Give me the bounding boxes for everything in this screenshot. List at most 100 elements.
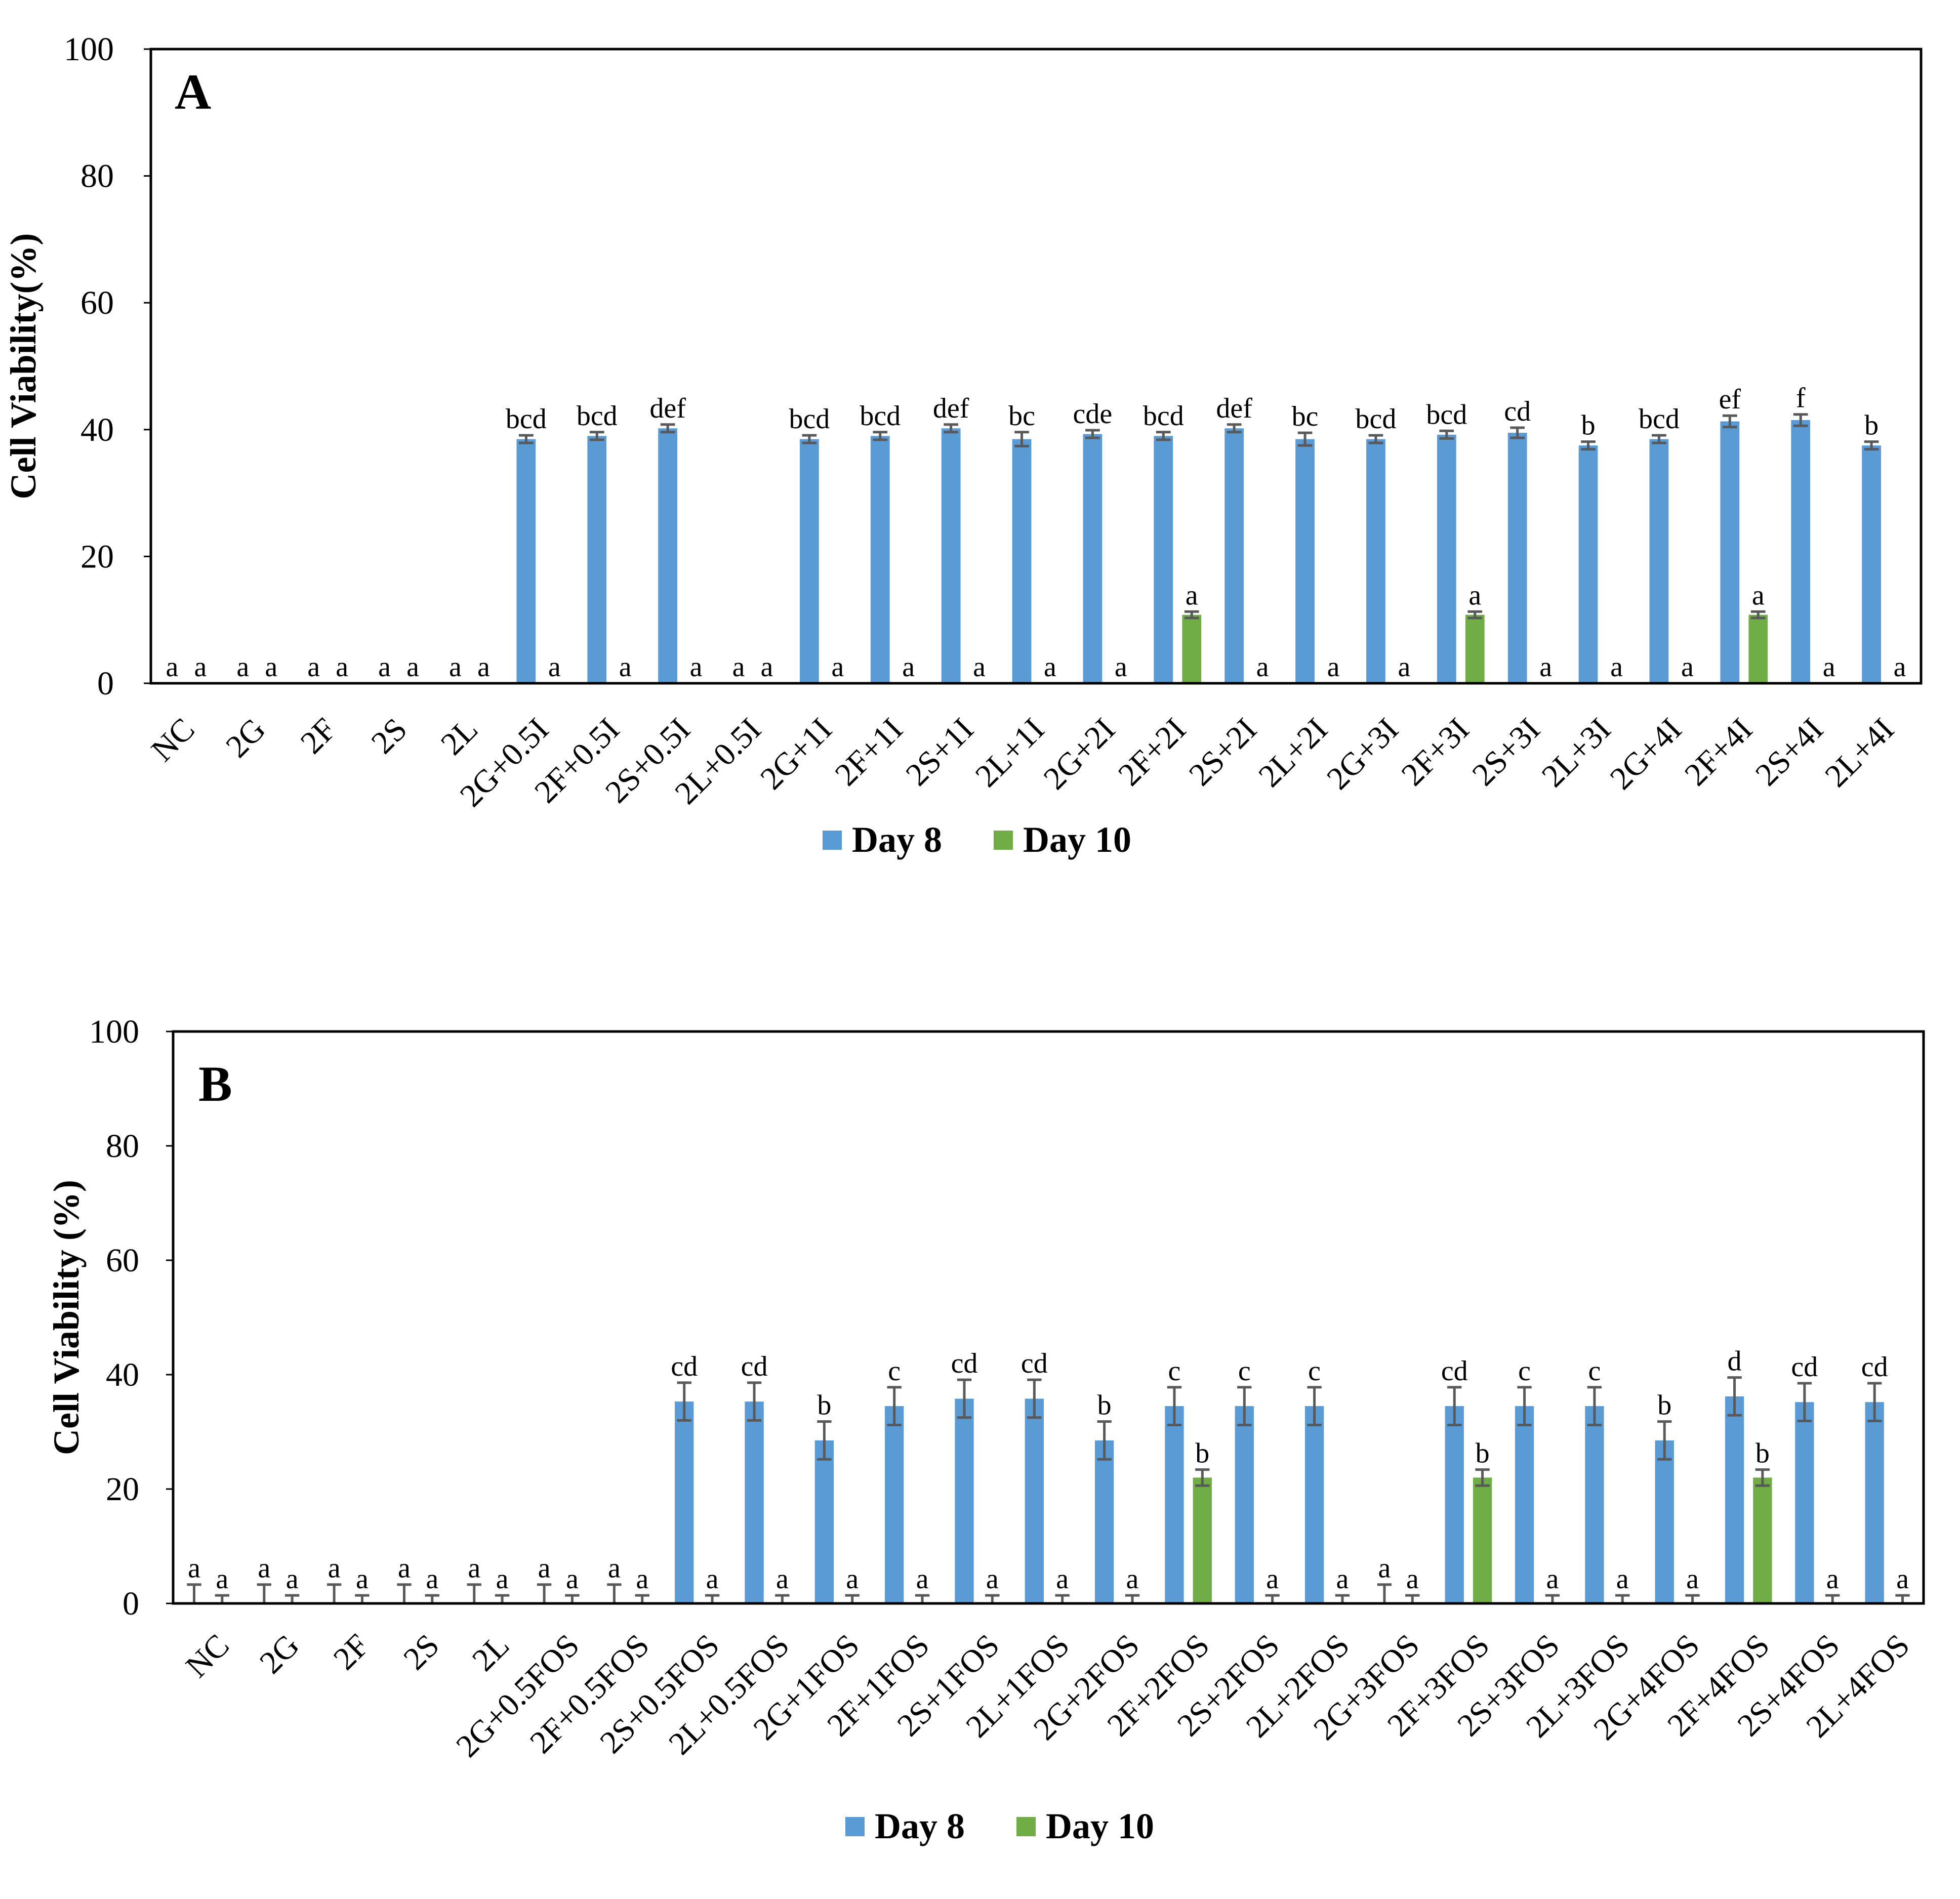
significance-letter: c bbox=[1308, 1355, 1321, 1387]
bar bbox=[1465, 614, 1485, 683]
significance-letter: bcd bbox=[789, 403, 830, 435]
significance-letter: a bbox=[1546, 1563, 1559, 1595]
bar bbox=[1507, 433, 1527, 683]
y-tick-label: 100 bbox=[89, 1013, 139, 1050]
bar bbox=[675, 1401, 694, 1603]
y-tick-label: 100 bbox=[64, 31, 114, 68]
y-tick-label: 60 bbox=[106, 1242, 139, 1279]
bar bbox=[1655, 1440, 1674, 1603]
significance-letter: a bbox=[706, 1563, 719, 1595]
significance-letter: def bbox=[933, 393, 969, 424]
legend-swatch bbox=[845, 1817, 865, 1836]
bar bbox=[1748, 614, 1768, 683]
significance-letter: a bbox=[1681, 651, 1694, 683]
bar bbox=[885, 1406, 904, 1603]
category-label: NC bbox=[179, 1627, 236, 1684]
significance-letter: a bbox=[761, 651, 773, 683]
significance-letter: a bbox=[336, 651, 348, 683]
significance-letter: a bbox=[1826, 1563, 1839, 1595]
legend-label: Day 10 bbox=[1046, 1806, 1154, 1846]
significance-letter: def bbox=[1216, 393, 1252, 424]
bar bbox=[1753, 1477, 1772, 1603]
significance-letter: a bbox=[1044, 651, 1056, 683]
bar bbox=[1725, 1396, 1744, 1603]
significance-letter: cd bbox=[1861, 1351, 1888, 1383]
significance-letter: c bbox=[1518, 1355, 1531, 1387]
bar bbox=[1578, 445, 1598, 683]
bar bbox=[1515, 1406, 1534, 1603]
significance-letter: a bbox=[973, 651, 986, 683]
series-day-10: a a a a a a a a a a a a a aaa a aaa a aaa a bbox=[194, 580, 1906, 683]
bar bbox=[516, 439, 536, 683]
bar bbox=[1235, 1406, 1254, 1603]
bar bbox=[800, 439, 819, 683]
bar bbox=[1094, 1440, 1114, 1603]
bar bbox=[1473, 1477, 1492, 1603]
significance-letter: bcd bbox=[1639, 403, 1680, 435]
y-tick-label: 40 bbox=[106, 1356, 139, 1393]
significance-letter: a bbox=[1616, 1563, 1629, 1595]
significance-letter: cd bbox=[1021, 1348, 1048, 1379]
significance-letter: a bbox=[406, 651, 419, 683]
category-label: 2L+4I bbox=[1818, 711, 1901, 794]
bar bbox=[1182, 614, 1202, 683]
legend-label: Day 10 bbox=[1023, 819, 1131, 860]
significance-letter: cd bbox=[671, 1351, 698, 1382]
significance-letter: bc bbox=[1008, 400, 1035, 432]
bar bbox=[1083, 434, 1102, 683]
y-tick-label: 0 bbox=[97, 665, 114, 702]
significance-letter: a bbox=[307, 651, 320, 683]
bar bbox=[1025, 1398, 1044, 1603]
significance-letter: d bbox=[1728, 1346, 1742, 1377]
significance-letter: b bbox=[1581, 410, 1596, 441]
significance-letter: cd bbox=[741, 1351, 768, 1382]
series-day-10: a a a a a a a a a a a a a aba a aba a aba a bbox=[215, 1438, 1910, 1603]
significance-letter: a bbox=[902, 651, 915, 683]
bar bbox=[1437, 434, 1456, 683]
category-label: 2S+4I bbox=[1748, 711, 1830, 793]
significance-letter: cd bbox=[1441, 1355, 1468, 1387]
significance-letter: b bbox=[1476, 1438, 1490, 1469]
significance-letter: a bbox=[468, 1553, 480, 1584]
significance-letter: a bbox=[1610, 651, 1623, 683]
significance-letter: a bbox=[1056, 1563, 1069, 1595]
bar bbox=[1193, 1477, 1212, 1603]
bar bbox=[941, 428, 961, 683]
y-tick-label: 40 bbox=[80, 411, 114, 448]
legend-label: Day 8 bbox=[875, 1806, 965, 1846]
significance-letter: a bbox=[216, 1563, 228, 1595]
significance-letter: a bbox=[776, 1563, 789, 1595]
bar bbox=[1445, 1406, 1464, 1603]
significance-letter: a bbox=[188, 1553, 200, 1584]
category-label: 2L+2I bbox=[1251, 711, 1334, 794]
plot-frame bbox=[149, 48, 1923, 685]
bar bbox=[1862, 445, 1881, 683]
significance-letter: b bbox=[1195, 1438, 1209, 1469]
significance-letter: a bbox=[1126, 1563, 1139, 1595]
significance-letter: a bbox=[328, 1553, 341, 1584]
bar bbox=[587, 436, 607, 683]
bar bbox=[1154, 436, 1173, 683]
significance-letter: c bbox=[1168, 1355, 1181, 1387]
plot-frame bbox=[172, 1030, 1925, 1605]
bar bbox=[814, 1440, 834, 1603]
category-label: 2L+3I bbox=[1535, 711, 1618, 794]
category-label: 2G+3I bbox=[1320, 711, 1405, 797]
bar bbox=[955, 1398, 974, 1603]
significance-letter: a bbox=[258, 1553, 270, 1584]
significance-letter: a bbox=[831, 651, 844, 683]
significance-letter: a bbox=[496, 1563, 509, 1595]
legend-swatch bbox=[1016, 1817, 1036, 1836]
bar bbox=[1165, 1406, 1184, 1603]
y-axis-label: Cell Viability (%) bbox=[46, 1180, 87, 1455]
category-label: 2L bbox=[434, 711, 484, 762]
significance-letter: bcd bbox=[1143, 400, 1184, 432]
bar bbox=[1295, 439, 1315, 683]
significance-letter: b bbox=[1097, 1390, 1112, 1421]
bar bbox=[1304, 1406, 1324, 1603]
significance-letter: def bbox=[649, 393, 686, 424]
significance-letter: a bbox=[1378, 1553, 1391, 1584]
y-tick-label: 0 bbox=[123, 1585, 139, 1622]
